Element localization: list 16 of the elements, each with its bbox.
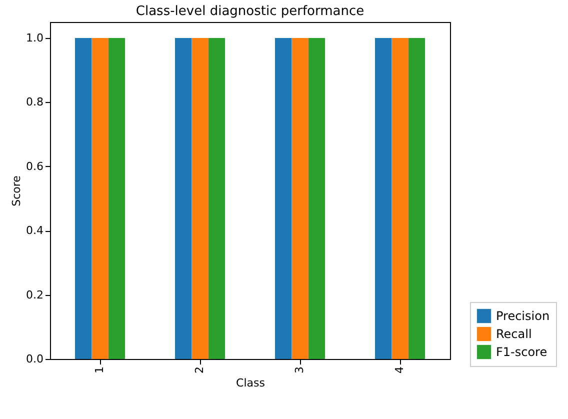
y-tick-label: 0.4: [26, 224, 44, 238]
y-tick-label: 0.0: [26, 352, 44, 366]
x-axis-title: Class: [236, 376, 266, 390]
x-tick-label: 4: [393, 366, 406, 374]
legend-label: Precision: [496, 309, 550, 323]
legend-label: Recall: [496, 327, 532, 341]
y-tick-label: 0.6: [26, 160, 44, 173]
legend-label: F1-score: [496, 345, 548, 359]
chart-title: Class-level diagnostic performance: [136, 4, 364, 19]
y-tick-label: 1.0: [26, 32, 44, 45]
y-tick-label: 0.8: [26, 96, 44, 109]
x-tick-label: 1: [93, 366, 106, 374]
x-tick-label: 3: [293, 366, 306, 374]
x-tick-label: 2: [193, 366, 206, 374]
y-axis-title: Score: [10, 175, 24, 206]
y-tick-label: 0.2: [26, 288, 44, 302]
